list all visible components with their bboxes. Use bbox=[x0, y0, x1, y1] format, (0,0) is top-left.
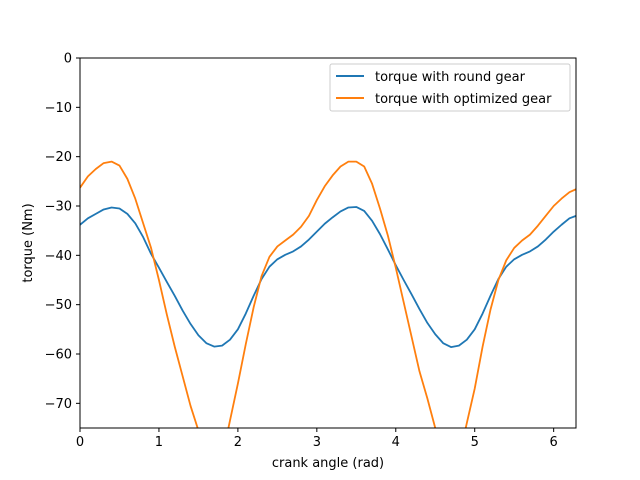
legend-label-round-gear: torque with round gear bbox=[375, 70, 526, 85]
x-tick-label: 4 bbox=[392, 435, 400, 450]
y-tick-label: −60 bbox=[45, 348, 72, 363]
x-axis-label: crank angle (rad) bbox=[272, 456, 384, 471]
series-layer bbox=[80, 160, 576, 428]
y-axis-ticks: 0 −10 −20 −30 −40 −50 −60 −70 bbox=[45, 52, 80, 412]
x-tick-label: 3 bbox=[313, 435, 321, 450]
x-tick-label: 5 bbox=[471, 435, 479, 450]
x-tick-label: 2 bbox=[234, 435, 242, 450]
y-tick-label: −40 bbox=[45, 249, 72, 264]
y-axis-label: torque (Nm) bbox=[21, 203, 36, 282]
x-tick-label: 1 bbox=[155, 435, 163, 450]
series-line-optimized-gear bbox=[80, 160, 576, 428]
x-tick-label: 6 bbox=[550, 435, 558, 450]
y-tick-label: −70 bbox=[45, 397, 72, 412]
y-tick-label: −20 bbox=[45, 150, 72, 165]
y-tick-label: −10 bbox=[45, 101, 72, 116]
legend: torque with round gear torque with optim… bbox=[329, 63, 571, 112]
legend-label-optimized-gear: torque with optimized gear bbox=[375, 92, 552, 107]
x-axis-ticks: 0 1 2 3 4 5 6 bbox=[76, 428, 558, 450]
plot-frame bbox=[79, 57, 577, 429]
y-tick-label: 0 bbox=[64, 52, 72, 67]
series-line-round-gear bbox=[80, 206, 576, 348]
x-tick-label: 0 bbox=[76, 435, 84, 450]
y-tick-label: −30 bbox=[45, 200, 72, 215]
legend-box bbox=[329, 63, 571, 112]
y-tick-label: −50 bbox=[45, 298, 72, 313]
